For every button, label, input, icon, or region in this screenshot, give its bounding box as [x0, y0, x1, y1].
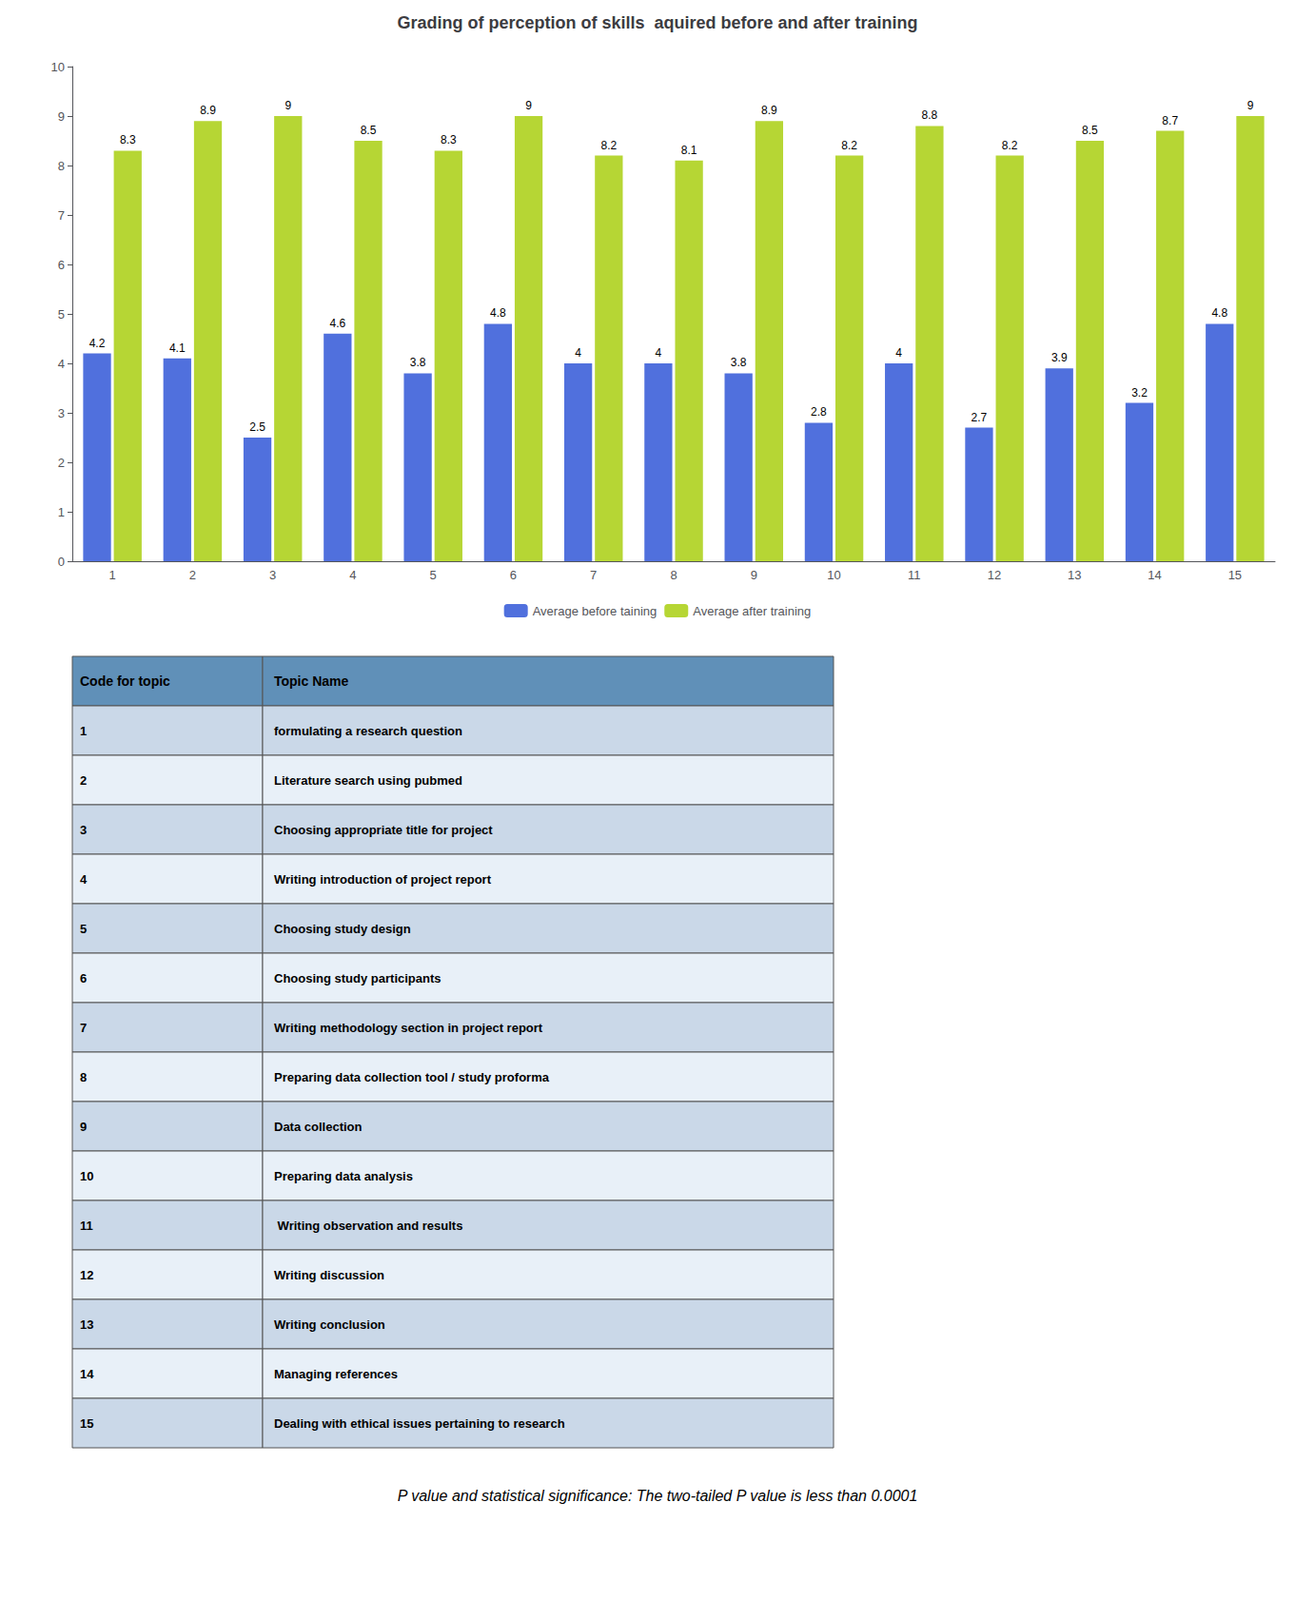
svg-text:4: 4: [655, 346, 663, 360]
svg-text:14: 14: [1147, 568, 1161, 583]
svg-text:8.2: 8.2: [841, 138, 858, 153]
svg-text:15: 15: [1228, 568, 1242, 583]
svg-text:12: 12: [987, 568, 1001, 583]
svg-text:Topic Name: Topic Name: [274, 673, 350, 689]
svg-text:8.8: 8.8: [922, 108, 939, 122]
svg-text:7: 7: [58, 208, 65, 223]
svg-text:5: 5: [430, 568, 437, 583]
svg-text:4: 4: [79, 872, 88, 887]
svg-text:Average after training: Average after training: [692, 604, 811, 619]
svg-text:1: 1: [58, 505, 65, 520]
svg-text:Writing observation and result: Writing observation and results: [274, 1218, 463, 1234]
svg-text:Data collection: Data collection: [274, 1119, 363, 1135]
svg-text:Choosing study design: Choosing study design: [274, 922, 412, 937]
svg-text:3.8: 3.8: [410, 355, 427, 370]
svg-text:8.2: 8.2: [601, 138, 618, 153]
svg-text:13: 13: [79, 1317, 94, 1333]
svg-text:Literature search using pubmed: Literature search using pubmed: [274, 773, 463, 788]
svg-text:14: 14: [79, 1367, 95, 1382]
svg-text:3: 3: [79, 823, 87, 838]
svg-text:4: 4: [349, 568, 356, 583]
svg-text:11: 11: [907, 568, 922, 583]
svg-text:3.8: 3.8: [730, 355, 747, 370]
svg-text:8.2: 8.2: [1001, 138, 1019, 153]
svg-text:Writing methodology section in: Writing methodology section in project r…: [274, 1020, 544, 1036]
svg-text:Average before taining: Average before taining: [532, 604, 658, 619]
svg-text:Grading of perception of skill: Grading of perception of skills aquired …: [396, 13, 918, 33]
svg-text:11: 11: [79, 1218, 94, 1234]
svg-text:10: 10: [79, 1169, 94, 1184]
svg-text:Writing introduction of projec: Writing introduction of project report: [274, 872, 492, 887]
svg-text:8: 8: [79, 1070, 87, 1085]
svg-text:2: 2: [189, 568, 197, 583]
svg-text:6: 6: [510, 568, 517, 583]
svg-text:8: 8: [58, 158, 65, 174]
svg-text:8.3: 8.3: [119, 133, 137, 147]
svg-text:P value and statistical signif: P value and statistical significance: Th…: [397, 1488, 919, 1505]
svg-text:Writing conclusion: Writing conclusion: [274, 1317, 386, 1333]
svg-text:Preparing data collection tool: Preparing data collection tool / study p…: [274, 1070, 550, 1085]
svg-text:Managing references: Managing references: [274, 1367, 398, 1382]
svg-text:1: 1: [109, 568, 117, 583]
svg-text:9: 9: [79, 1119, 87, 1135]
svg-text:8.9: 8.9: [199, 103, 216, 118]
svg-text:15: 15: [79, 1416, 94, 1432]
svg-text:Writing discussion: Writing discussion: [274, 1268, 385, 1283]
svg-text:8: 8: [669, 568, 677, 583]
svg-text:4.1: 4.1: [169, 341, 186, 355]
svg-text:13: 13: [1067, 568, 1081, 583]
svg-text:3.9: 3.9: [1051, 351, 1068, 365]
svg-text:Dealing with ethical issues pe: Dealing with ethical issues pertaining t…: [274, 1416, 566, 1432]
svg-text:2.7: 2.7: [971, 411, 988, 425]
svg-text:9: 9: [1247, 98, 1255, 113]
svg-text:Choosing appropriate title for: Choosing appropriate title for project: [274, 823, 493, 838]
svg-text:4.8: 4.8: [490, 306, 507, 320]
svg-text:formulating a research questio: formulating a research question: [274, 724, 463, 739]
svg-text:Choosing study participants: Choosing study participants: [274, 971, 442, 986]
svg-text:Preparing data analysis: Preparing data analysis: [274, 1169, 413, 1184]
svg-text:2.8: 2.8: [810, 405, 827, 419]
svg-text:3: 3: [58, 406, 65, 421]
svg-text:4.2: 4.2: [89, 336, 106, 351]
svg-text:9: 9: [525, 98, 532, 113]
svg-text:Code for topic: Code for topic: [79, 673, 171, 689]
svg-text:2: 2: [79, 773, 87, 788]
svg-text:9: 9: [58, 109, 65, 124]
svg-text:2: 2: [58, 455, 65, 471]
svg-text:4: 4: [574, 346, 582, 360]
svg-text:0: 0: [58, 554, 65, 570]
svg-text:6: 6: [58, 257, 65, 273]
svg-text:6: 6: [79, 971, 87, 986]
svg-text:4.8: 4.8: [1211, 306, 1228, 320]
svg-text:2.5: 2.5: [249, 420, 266, 434]
svg-text:4.6: 4.6: [329, 316, 346, 331]
svg-text:4: 4: [58, 356, 65, 372]
svg-text:10: 10: [51, 59, 65, 75]
svg-text:8.5: 8.5: [1081, 123, 1099, 138]
svg-text:7: 7: [589, 568, 597, 583]
svg-text:4: 4: [895, 346, 903, 360]
svg-text:8.5: 8.5: [360, 123, 377, 138]
svg-text:8.7: 8.7: [1161, 114, 1178, 128]
svg-text:9: 9: [284, 98, 292, 113]
svg-text:7: 7: [79, 1020, 87, 1036]
svg-text:3.2: 3.2: [1131, 386, 1148, 400]
svg-text:3: 3: [269, 568, 276, 583]
svg-text:1: 1: [79, 724, 87, 739]
svg-text:9: 9: [750, 568, 758, 583]
svg-text:5: 5: [79, 922, 87, 937]
svg-text:5: 5: [58, 307, 65, 322]
svg-text:8.9: 8.9: [761, 103, 778, 118]
svg-text:8.1: 8.1: [681, 143, 698, 158]
svg-text:10: 10: [826, 568, 841, 583]
svg-text:12: 12: [79, 1268, 94, 1283]
svg-text:8.3: 8.3: [440, 133, 457, 147]
